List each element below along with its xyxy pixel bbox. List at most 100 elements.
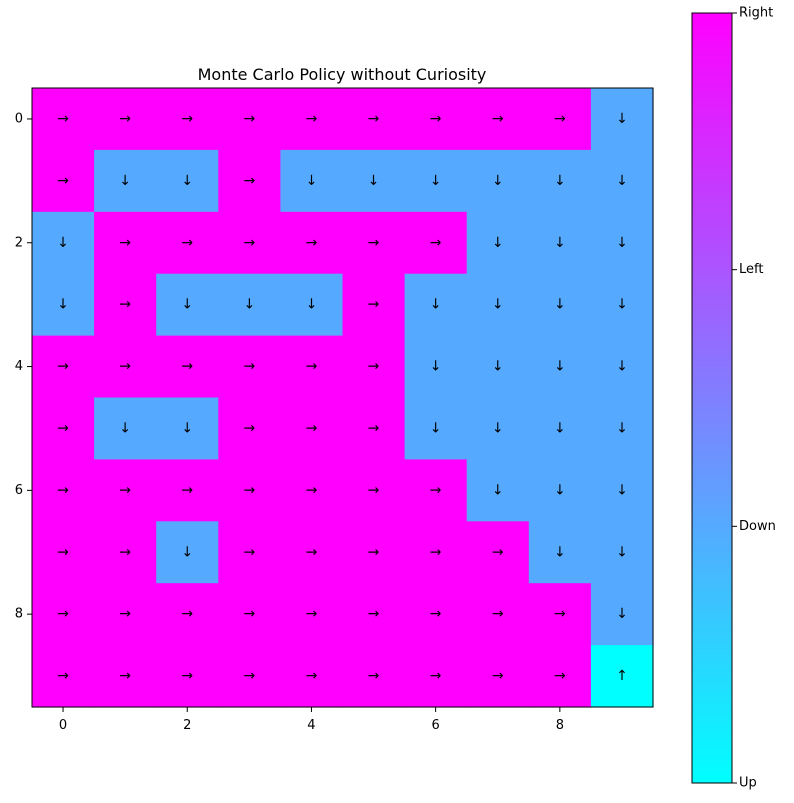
policy-arrow: → bbox=[119, 482, 131, 498]
policy-arrow: → bbox=[119, 359, 131, 375]
heatmap-cell bbox=[156, 459, 219, 522]
y-tick-label: 0 bbox=[15, 111, 23, 126]
heatmap-cell bbox=[32, 397, 95, 460]
heatmap-cell bbox=[342, 397, 406, 460]
x-tick-label: 6 bbox=[432, 718, 440, 733]
heatmap-cell bbox=[590, 335, 654, 399]
heatmap-cell bbox=[466, 521, 530, 584]
policy-arrow: → bbox=[243, 359, 255, 375]
policy-arrow: ↓ bbox=[430, 297, 442, 313]
heatmap-cell bbox=[32, 149, 95, 213]
heatmap-cell bbox=[94, 645, 157, 708]
heatmap-cell bbox=[590, 459, 654, 522]
heatmap-cell bbox=[280, 583, 344, 646]
policy-arrow: ↓ bbox=[616, 111, 628, 127]
heatmap-cell bbox=[404, 459, 468, 522]
heatmap-cell bbox=[528, 521, 592, 584]
policy-arrow: ↓ bbox=[616, 173, 628, 189]
policy-arrow: ↓ bbox=[430, 420, 442, 436]
policy-arrow: → bbox=[368, 235, 380, 251]
policy-arrow: ↓ bbox=[616, 420, 628, 436]
heatmap-cell bbox=[342, 149, 406, 213]
policy-arrow: ↓ bbox=[492, 359, 504, 375]
heatmap-cell bbox=[156, 335, 219, 399]
y-tick-label: 8 bbox=[15, 607, 23, 622]
heatmap-cell bbox=[590, 149, 654, 213]
heatmap-cell bbox=[590, 88, 654, 151]
policy-arrow: ↓ bbox=[181, 297, 193, 313]
colorbar-label: Down bbox=[739, 519, 776, 534]
heatmap-cell bbox=[32, 583, 95, 646]
x-tick-label: 4 bbox=[307, 718, 315, 733]
policy-arrow: → bbox=[119, 235, 131, 251]
heatmap-cell bbox=[404, 88, 468, 151]
policy-arrow: ↓ bbox=[616, 235, 628, 251]
heatmap-cell bbox=[466, 88, 530, 151]
policy-arrow: ↓ bbox=[430, 173, 442, 189]
colorbar-label: Up bbox=[739, 776, 757, 791]
heatmap-cell bbox=[156, 211, 219, 275]
y-tick-label: 6 bbox=[15, 483, 23, 498]
policy-arrow: → bbox=[181, 668, 193, 684]
policy-arrow: ↓ bbox=[554, 297, 566, 313]
policy-arrow: ↓ bbox=[492, 420, 504, 436]
heatmap-cell bbox=[280, 397, 344, 460]
heatmap-cell bbox=[156, 397, 219, 460]
heatmap-cell bbox=[528, 88, 592, 151]
heatmap-cell bbox=[280, 88, 344, 151]
heatmap-cell bbox=[280, 149, 344, 213]
policy-arrow: ↓ bbox=[119, 173, 131, 189]
heatmap-cell bbox=[156, 645, 219, 708]
policy-arrow: ↓ bbox=[306, 173, 318, 189]
policy-arrow: → bbox=[368, 668, 380, 684]
heatmap-cell bbox=[404, 645, 468, 708]
policy-arrow: → bbox=[181, 606, 193, 622]
heatmap-cell bbox=[342, 273, 406, 337]
policy-arrow: ↓ bbox=[554, 544, 566, 560]
policy-arrow: → bbox=[306, 668, 318, 684]
heatmap-cell bbox=[156, 88, 219, 151]
policy-arrow: ↓ bbox=[492, 235, 504, 251]
policy-arrow: → bbox=[368, 544, 380, 560]
heatmap-cell bbox=[218, 583, 281, 646]
heatmap-cell bbox=[94, 521, 157, 584]
heatmap-cell bbox=[280, 273, 344, 337]
heatmap-cell bbox=[528, 459, 592, 522]
heatmap-cell bbox=[590, 211, 654, 275]
heatmap-cell bbox=[94, 149, 157, 213]
heatmap-cell bbox=[94, 273, 157, 337]
policy-arrow: → bbox=[306, 544, 318, 560]
heatmap-cell bbox=[280, 335, 344, 399]
policy-arrow: → bbox=[430, 606, 442, 622]
y-tick-label: 4 bbox=[15, 359, 23, 374]
heatmap-cell bbox=[280, 521, 344, 584]
policy-arrow: ↓ bbox=[181, 173, 193, 189]
heatmap-cell bbox=[94, 335, 157, 399]
heatmap-cell bbox=[218, 211, 281, 275]
heatmap-cell bbox=[404, 149, 468, 213]
heatmap-cell bbox=[342, 645, 406, 708]
policy-arrow: → bbox=[368, 482, 380, 498]
policy-arrow: → bbox=[243, 111, 255, 127]
x-tick-label: 2 bbox=[183, 718, 191, 733]
heatmap-cell bbox=[342, 583, 406, 646]
policy-arrow: → bbox=[430, 235, 442, 251]
policy-arrow: → bbox=[430, 544, 442, 560]
policy-arrow: ↓ bbox=[57, 297, 69, 313]
policy-arrow: → bbox=[368, 111, 380, 127]
policy-arrow: → bbox=[368, 420, 380, 436]
policy-arrow: → bbox=[243, 544, 255, 560]
policy-arrow: ↑ bbox=[616, 668, 628, 684]
heatmap-cells bbox=[32, 88, 654, 708]
heatmap-cell bbox=[590, 521, 654, 584]
heatmap-cell bbox=[218, 149, 281, 213]
heatmap-cell bbox=[156, 149, 219, 213]
heatmap-cell bbox=[342, 521, 406, 584]
policy-arrow: ↓ bbox=[554, 235, 566, 251]
policy-arrow: → bbox=[554, 668, 566, 684]
policy-arrow: → bbox=[243, 606, 255, 622]
heatmap-cell bbox=[32, 335, 95, 399]
y-axis-ticks: 0 2 4 6 8 bbox=[15, 111, 32, 622]
chart-title: Monte Carlo Policy without Curiosity bbox=[198, 65, 487, 84]
heatmap-cell bbox=[466, 273, 530, 337]
